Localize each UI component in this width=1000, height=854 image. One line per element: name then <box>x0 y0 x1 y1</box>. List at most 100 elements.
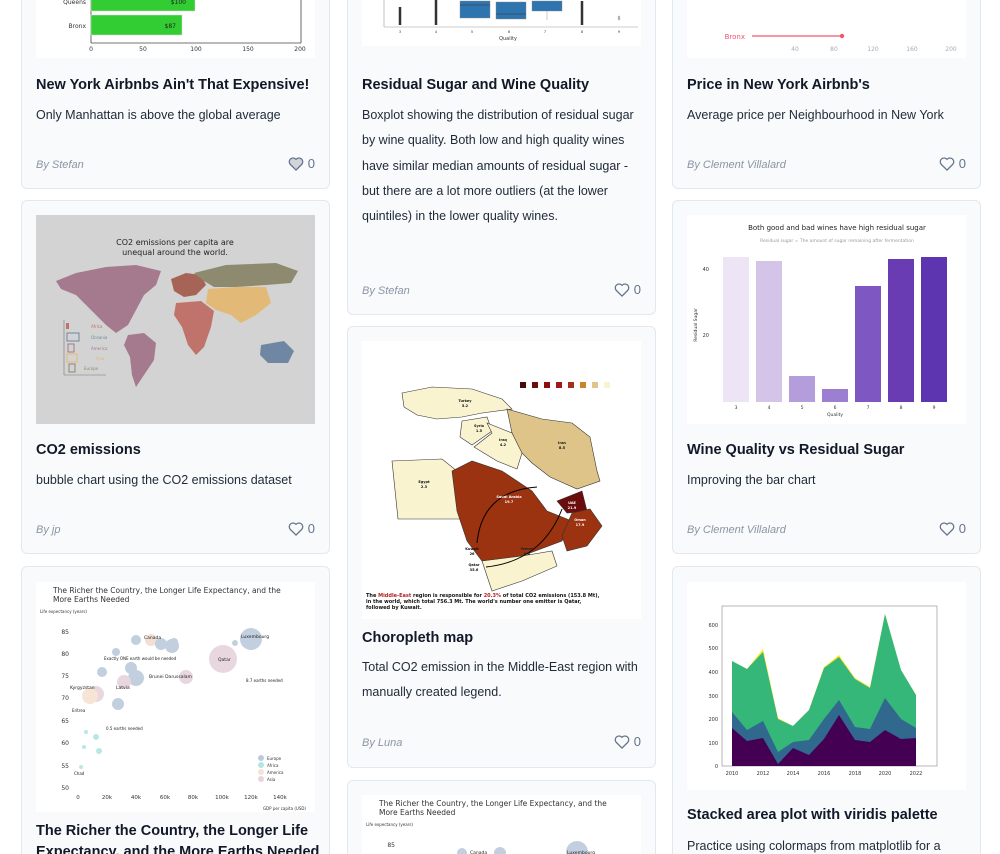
card-title[interactable]: The Richer the Country, the Longer Life … <box>36 823 320 854</box>
card-title[interactable]: Choropleth map <box>362 630 474 646</box>
like-button[interactable]: 0 <box>614 282 641 297</box>
scatter-chart-thumbnail: The Richer the Country, the Longer Life … <box>40 586 306 811</box>
card-description: bubble chart using the CO2 emissions dat… <box>36 473 292 487</box>
heart-icon <box>288 521 304 536</box>
svg-text:0: 0 <box>715 764 718 770</box>
card-author: By Stefan <box>36 159 84 171</box>
svg-text:50: 50 <box>139 46 147 53</box>
card-thumbnail[interactable]: Bronx 40 80 120 160 200 <box>687 0 966 58</box>
svg-text:17.9: 17.9 <box>576 523 585 527</box>
svg-text:40: 40 <box>791 46 799 53</box>
svg-text:2012: 2012 <box>757 771 770 777</box>
svg-text:0: 0 <box>89 46 93 53</box>
svg-text:50: 50 <box>61 785 69 792</box>
project-card[interactable]: CO2 emissions per capita are unequal aro… <box>21 200 330 554</box>
svg-text:20k: 20k <box>102 795 113 801</box>
svg-text:65: 65 <box>61 718 69 725</box>
card-author: By Clement Villalard <box>687 524 786 536</box>
project-card[interactable]: 3 4 5 6 7 8 9 Quality Residual Sugar and… <box>347 0 656 315</box>
project-card[interactable]: The Richer the Country, the Longer Life … <box>21 566 330 854</box>
bar-chart-thumbnail: Queens Bronx $100 $87 0 50 100 150 200 <box>63 0 306 53</box>
svg-text:Quality: Quality <box>827 412 843 418</box>
stacked-area-chart-thumbnail: 0 100 200 300 400 500 600 2010 2012 2014… <box>708 605 938 777</box>
svg-text:8: 8 <box>900 405 903 411</box>
like-button[interactable]: 0 <box>288 521 315 536</box>
svg-text:America: America <box>91 346 108 351</box>
card-thumbnail[interactable]: 0 100 200 300 400 500 600 2010 2012 2014… <box>687 582 966 790</box>
svg-text:Qatar: Qatar <box>468 563 479 567</box>
card-author: By Luna <box>362 737 403 749</box>
svg-text:in the world, which total 756.: in the world, which total 756.3 Mt. The … <box>366 599 581 605</box>
svg-text:100: 100 <box>708 741 718 747</box>
svg-text:40k: 40k <box>131 795 142 801</box>
like-button[interactable]: 0 <box>614 734 641 749</box>
project-card[interactable]: Bronx 40 80 120 160 200 Price in New Yor… <box>672 0 981 189</box>
card-thumbnail[interactable]: Turkey 5.2 Syria 1.5 Iraq 4.2 Iran 8.5 E… <box>362 341 641 619</box>
svg-text:8.5: 8.5 <box>559 446 566 450</box>
svg-text:3: 3 <box>735 405 738 411</box>
svg-text:2018: 2018 <box>849 771 862 777</box>
svg-text:Luxembourg: Luxembourg <box>567 850 595 854</box>
project-card[interactable]: Both good and bad wines have high residu… <box>672 200 981 554</box>
svg-text:followed by Kuwait.: followed by Kuwait. <box>366 605 422 611</box>
svg-text:100k: 100k <box>215 795 229 801</box>
scatter-chart-thumbnail: The Richer the Country, the Longer Life … <box>366 799 607 854</box>
svg-text:Latvia: Latvia <box>116 685 130 691</box>
svg-text:Residual sugar = The amount of: Residual sugar = The amount of sugar rem… <box>760 238 914 244</box>
card-title[interactable]: Price in New York Airbnb's <box>687 77 870 93</box>
project-card[interactable]: 0 100 200 300 400 500 600 2010 2012 2014… <box>672 566 981 854</box>
svg-text:Europe: Europe <box>84 366 99 371</box>
svg-text:Egypt: Egypt <box>418 480 430 484</box>
card-thumbnail[interactable]: The Richer the Country, the Longer Life … <box>362 795 641 854</box>
like-button[interactable]: 0 <box>288 156 315 171</box>
card-thumbnail[interactable]: The Richer the Country, the Longer Life … <box>36 582 315 812</box>
svg-text:300: 300 <box>708 694 718 700</box>
svg-text:Kyrgyzstan: Kyrgyzstan <box>70 685 95 691</box>
svg-text:Quality: Quality <box>499 36 517 42</box>
svg-text:CO2 emissions per capita are: CO2 emissions per capita are <box>116 238 234 247</box>
card-title[interactable]: Wine Quality vs Residual Sugar <box>687 442 905 458</box>
svg-text:200: 200 <box>708 717 718 723</box>
card-title[interactable]: Stacked area plot with viridis palette <box>687 807 938 823</box>
project-card[interactable]: Turkey 5.2 Syria 1.5 Iraq 4.2 Iran 8.5 E… <box>347 326 656 768</box>
project-card[interactable]: Queens Bronx $100 $87 0 50 100 150 200 N… <box>21 0 330 189</box>
heart-icon <box>288 156 304 171</box>
card-description: Only Manhattan is above the global avera… <box>36 108 281 122</box>
boxplot-thumbnail: 3 4 5 6 7 8 9 Quality <box>383 0 638 42</box>
svg-text:5: 5 <box>471 30 473 34</box>
svg-text:$100: $100 <box>171 0 186 6</box>
svg-text:500: 500 <box>708 646 718 652</box>
like-button[interactable]: 0 <box>939 521 966 536</box>
card-thumbnail[interactable]: CO2 emissions per capita are unequal aro… <box>36 215 315 424</box>
svg-text:120: 120 <box>867 46 879 53</box>
svg-text:GDP per capita (USD): GDP per capita (USD) <box>263 806 306 811</box>
heart-icon <box>614 734 630 749</box>
card-title[interactable]: CO2 emissions <box>36 442 141 458</box>
card-thumbnail[interactable]: 3 4 5 6 7 8 9 Quality <box>362 0 641 46</box>
svg-text:Yemen: Yemen <box>519 547 534 551</box>
like-button[interactable]: 0 <box>939 156 966 171</box>
like-count: 0 <box>633 734 641 749</box>
svg-text:Syria: Syria <box>474 424 485 428</box>
card-description: Improving the bar chart <box>687 473 816 487</box>
card-title[interactable]: Residual Sugar and Wine Quality <box>362 77 590 93</box>
card-description: Practice using colormaps from matplotlib… <box>687 839 941 853</box>
svg-text:200: 200 <box>945 46 957 53</box>
svg-text:Asia: Asia <box>267 777 276 782</box>
svg-text:The Middle-East region is resp: The Middle-East region is responsible fo… <box>366 593 600 599</box>
svg-text:Luxembourg: Luxembourg <box>241 634 269 640</box>
svg-text:8.7 earths needed: 8.7 earths needed <box>246 678 283 683</box>
project-card[interactable]: The Richer the Country, the Longer Life … <box>347 780 656 854</box>
svg-text:80: 80 <box>61 651 69 658</box>
svg-text:40: 40 <box>703 267 709 273</box>
like-count: 0 <box>958 521 966 536</box>
choropleth-thumbnail: Turkey 5.2 Syria 1.5 Iraq 4.2 Iran 8.5 E… <box>366 382 610 611</box>
svg-text:UAE: UAE <box>568 501 576 505</box>
card-thumbnail[interactable]: Both good and bad wines have high residu… <box>687 215 966 424</box>
svg-text:unequal around the world.: unequal around the world. <box>122 248 228 257</box>
svg-text:2016: 2016 <box>818 771 831 777</box>
svg-text:60: 60 <box>61 740 69 747</box>
svg-text:Oman: Oman <box>574 518 586 522</box>
card-title[interactable]: New York Airbnbs Ain't That Expensive! <box>36 77 310 93</box>
card-thumbnail[interactable]: Queens Bronx $100 $87 0 50 100 150 200 <box>36 0 315 58</box>
